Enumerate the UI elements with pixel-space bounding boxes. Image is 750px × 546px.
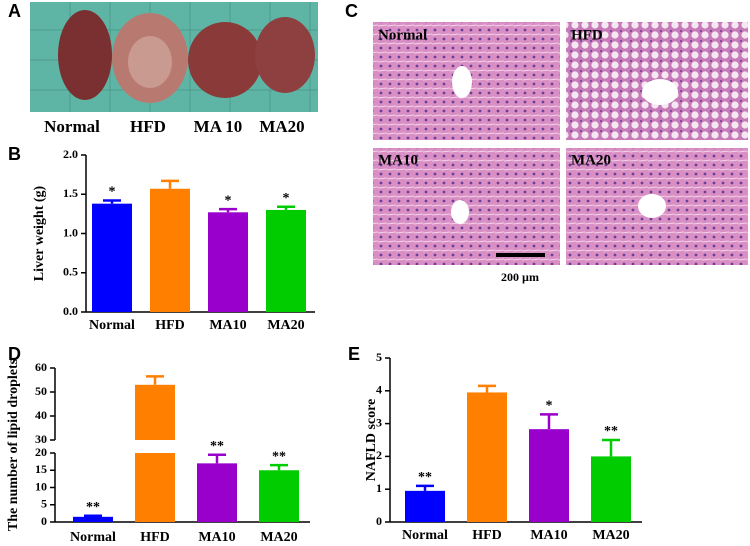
panel-label: D [8,344,21,364]
significance-label: ** [210,439,224,454]
x-tick-label: MA10 [209,318,246,333]
x-tick-label: MA10 [198,530,235,545]
y-tick-label: 20 [35,445,47,459]
bar [197,463,237,522]
y-axis-label: NAFLD score [364,399,379,482]
x-tick-label: HFD [472,528,502,543]
photo-caption: MA 10 [194,117,243,136]
panel-label: C [345,1,358,21]
photo-caption: MA20 [259,117,304,136]
y-tick-label: 1.0 [63,225,78,239]
y-tick-label: 4 [376,383,382,397]
error-bar [540,413,558,430]
micrograph-caption: HFD [571,27,603,43]
x-tick-label: Normal [89,318,135,333]
y-tick-label: 0 [376,514,382,528]
photo-caption: HFD [130,117,166,136]
significance-label: * [109,185,116,200]
y-tick-label: 5 [41,497,47,511]
micrograph-caption: MA20 [571,152,611,168]
photo-caption: Normal [44,117,100,136]
bar [135,384,175,440]
error-bar [277,205,295,210]
significance-label: * [225,193,232,208]
bar [92,203,132,312]
x-tick-label: HFD [155,318,185,333]
error-bar [602,438,620,457]
y-tick-label: 0.0 [63,304,78,318]
scale-bar-label: 200 µm [501,270,539,284]
significance-label: ** [86,500,100,515]
y-tick-label: 0 [41,514,47,528]
panel-label: B [8,144,21,164]
panel-label: A [8,1,21,21]
bar [405,490,445,522]
y-tick-label: 15 [35,462,47,476]
y-tick-label: 3 [376,415,382,429]
y-tick-label: 5 [376,350,382,364]
x-tick-label: Normal [402,528,448,543]
significance-label: ** [272,449,286,464]
bar [529,429,569,522]
micrograph [373,22,748,265]
error-bar [219,207,237,213]
x-tick-label: Normal [70,530,116,545]
y-tick-label: 2.0 [63,147,78,161]
error-bar [161,179,179,189]
significance-label: * [283,191,290,206]
micrograph-caption: MA10 [378,152,418,168]
bar [135,453,175,522]
error-bar [208,453,226,464]
y-tick-label: 30 [35,432,47,446]
y-axis-label: Liver weight (g) [32,185,47,281]
bar [208,212,248,312]
x-tick-label: MA20 [260,530,297,545]
significance-label: * [546,399,553,414]
bar [467,392,507,522]
x-tick-label: MA10 [530,528,567,543]
significance-label: ** [418,470,432,485]
error-bar [146,375,164,385]
micrograph-caption: Normal [378,27,427,43]
y-tick-label: 1.5 [63,186,78,200]
liver-photo [30,2,318,112]
error-bar [270,463,288,471]
y-tick-label: 60 [35,360,47,374]
bar [259,470,299,522]
significance-label: ** [604,424,618,439]
y-axis-label: The number of lipid droplets [6,358,21,531]
x-tick-label: MA20 [267,318,304,333]
x-tick-label: MA20 [592,528,629,543]
y-tick-label: 40 [35,408,47,422]
y-tick-label: 50 [35,384,47,398]
y-tick-label: 1 [376,481,382,495]
error-bar [478,384,496,393]
bar [266,209,306,312]
y-tick-label: 2 [376,448,382,462]
y-tick-label: 10 [35,479,47,493]
error-bar [84,514,102,518]
panel-label: E [348,344,360,364]
x-tick-label: HFD [140,530,170,545]
y-tick-label: 0.5 [63,265,78,279]
bar [150,188,190,312]
error-bar [103,199,121,204]
bar [73,516,113,522]
bar [591,456,631,522]
error-bar [416,484,434,491]
